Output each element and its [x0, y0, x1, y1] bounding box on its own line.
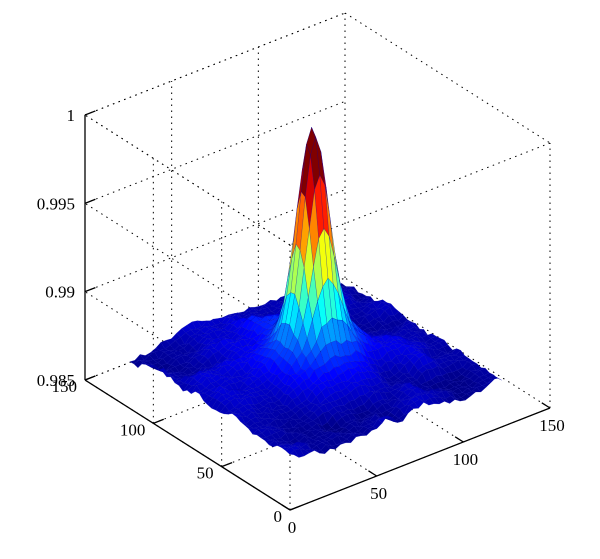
box-edge [84, 12, 346, 116]
left-wall-grid-line [84, 202, 291, 334]
right-wall-grid-line [84, 12, 346, 116]
box-edge [84, 114, 291, 246]
z-tick-mark [84, 110, 96, 116]
x-tick-mark [454, 436, 464, 443]
x-tick-label: 100 [453, 450, 479, 469]
x-tick-label: 150 [539, 416, 565, 435]
z-tick-mark [84, 286, 96, 293]
x-tick-label: 50 [370, 484, 387, 503]
surface [129, 126, 502, 458]
z-tick-label: 0.995 [37, 194, 75, 213]
surface-patch [492, 376, 502, 381]
y-axis-line [84, 379, 291, 511]
z-tick-label: 0.99 [45, 283, 75, 302]
z-tick-label: 0.985 [37, 371, 75, 390]
x-tick-mark [368, 470, 378, 477]
z-tick-label: 1 [67, 106, 76, 125]
y-tick-label: 100 [120, 420, 146, 439]
x-tick-mark [541, 402, 551, 409]
z-tick-mark [84, 375, 96, 381]
floor-grid-line [344, 277, 551, 409]
z-tick-mark [84, 198, 96, 204]
box-edge [344, 12, 551, 144]
y-tick-label: 150 [52, 377, 78, 396]
y-tick-label: 0 [274, 507, 283, 526]
axes [84, 110, 551, 511]
y-tick-mark [153, 418, 164, 424]
y-tick-label: 50 [197, 464, 214, 483]
x-tick-mark [281, 504, 291, 511]
x-axis-line [289, 407, 551, 511]
y-tick-mark [221, 461, 233, 468]
y-tick-mark [289, 505, 301, 511]
x-tick-label: 0 [288, 518, 297, 537]
